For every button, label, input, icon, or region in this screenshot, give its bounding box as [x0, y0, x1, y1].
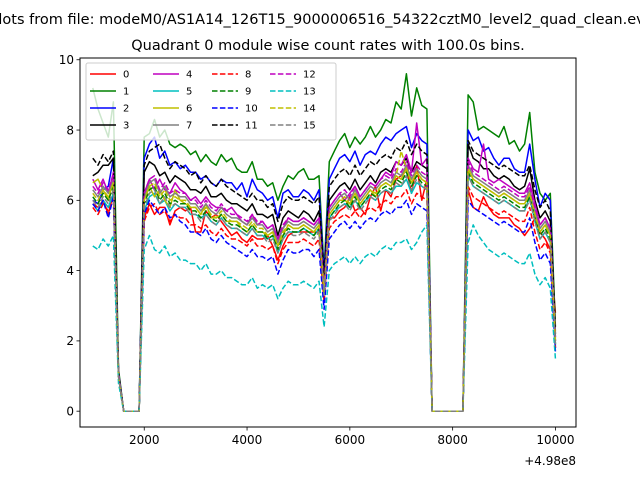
x-tick-label: 8000	[437, 433, 468, 447]
axes-frame	[79, 57, 577, 428]
legend-label-4: 4	[186, 70, 192, 81]
legend-label-0: 0	[123, 70, 129, 81]
legend-label-1: 1	[123, 87, 129, 98]
x-axis: 2000 4000 6000 8000 10000	[129, 427, 575, 447]
legend-box	[85, 62, 337, 141]
legend-label-10: 10	[245, 104, 258, 115]
series-line-12	[92, 160, 557, 412]
figure-suptitle: Plots from file: modeM0/AS1A14_126T15_90…	[0, 12, 640, 28]
legend-label-15: 15	[303, 121, 316, 132]
series-line-15	[92, 174, 557, 412]
y-tick-label: 2	[66, 334, 74, 348]
legend-label-7: 7	[186, 121, 192, 132]
y-axis: 0 2 4 6 8 10	[59, 53, 80, 418]
x-tick-label: 6000	[335, 433, 366, 447]
legend-label-5: 5	[186, 87, 192, 98]
y-tick-label: 8	[66, 123, 74, 137]
x-tick-label: 4000	[232, 433, 263, 447]
series-line-9	[92, 171, 557, 412]
y-tick-label: 6	[66, 194, 74, 208]
y-tick-label: 10	[59, 53, 74, 67]
series-line-10	[92, 196, 557, 412]
legend-label-8: 8	[245, 70, 251, 81]
y-tick-label: 4	[66, 264, 74, 278]
x-tick-label: 10000	[536, 433, 574, 447]
y-tick-label: 0	[66, 404, 74, 418]
legend-label-12: 12	[303, 70, 316, 81]
legend-label-6: 6	[186, 104, 192, 115]
series-line-8	[92, 185, 557, 412]
x-axis-offset-label: +4.98e8	[524, 454, 576, 468]
x-tick-label: 2000	[129, 433, 160, 447]
legend-label-14: 14	[303, 104, 316, 115]
legend-label-9: 9	[245, 87, 251, 98]
legend-label-3: 3	[123, 121, 129, 132]
legend-label-13: 13	[303, 87, 316, 98]
legend-label-2: 2	[123, 104, 129, 115]
legend-label-11: 11	[245, 121, 258, 132]
series-layer	[92, 73, 557, 412]
chart-title: Quadrant 0 module wise count rates with …	[131, 38, 525, 54]
